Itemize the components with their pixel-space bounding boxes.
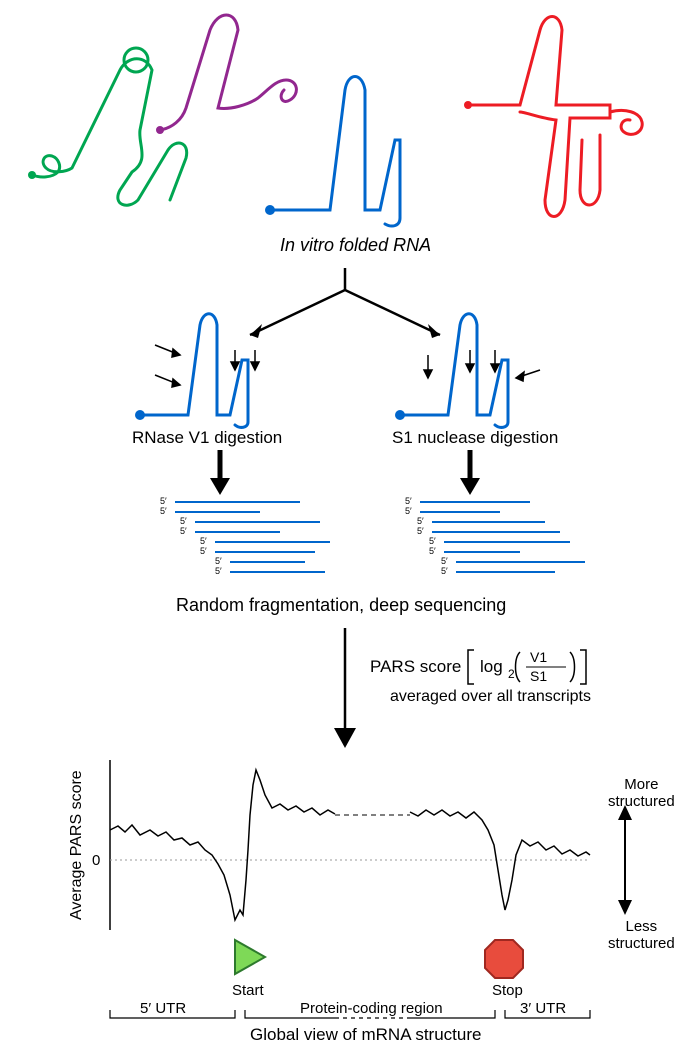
start-label: Start — [232, 982, 264, 999]
big-arrow-to-chart — [334, 628, 356, 748]
three-utr-label: 3′ UTR — [520, 1000, 566, 1017]
five-prime-l8: 5′ — [215, 566, 222, 576]
start-marker — [235, 940, 265, 974]
main-canvas: PARS score log 2 V1 S1 — [0, 0, 691, 1050]
svg-text:2: 2 — [508, 667, 515, 681]
five-utr-label: 5′ UTR — [140, 1000, 186, 1017]
less-structured-label: Less structured — [608, 918, 675, 952]
s1-arrows — [424, 350, 540, 381]
rna-purple — [156, 15, 296, 134]
five-prime-r1: 5′ — [405, 496, 412, 506]
pars-chart — [110, 760, 590, 1018]
down-arrow-right — [460, 450, 480, 495]
more-structured-label: More structured — [608, 776, 675, 810]
stop-marker — [485, 940, 523, 978]
five-prime-r7: 5′ — [441, 556, 448, 566]
global-view-label: Global view of mRNA structure — [250, 1025, 481, 1045]
s1-nuclease-label: S1 nuclease digestion — [392, 428, 558, 448]
five-prime-l7: 5′ — [215, 556, 222, 566]
v1-arrows — [155, 345, 259, 387]
in-vitro-text: In vitro folded RNA — [280, 235, 431, 255]
stop-label: Stop — [492, 982, 523, 999]
five-prime-r5: 5′ — [429, 536, 436, 546]
pars-text: PARS score — [370, 657, 461, 676]
down-arrow-left — [210, 450, 230, 495]
five-prime-r8: 5′ — [441, 566, 448, 576]
fork-arrow — [250, 268, 440, 338]
rna-blue-main — [265, 77, 400, 227]
svg-text:V1: V1 — [530, 649, 547, 665]
fragments-left — [175, 502, 330, 572]
zero-label: 0 — [92, 852, 100, 869]
structure-arrow — [618, 805, 632, 915]
five-prime-l5: 5′ — [200, 536, 207, 546]
in-vitro-label: In vitro folded RNA — [280, 235, 431, 256]
rna-red — [464, 17, 642, 217]
svg-text:log: log — [480, 657, 503, 676]
rna-v1-digest — [135, 314, 248, 428]
five-prime-r3: 5′ — [417, 516, 424, 526]
five-prime-r2: 5′ — [405, 506, 412, 516]
rna-green — [28, 48, 187, 205]
rnase-v1-label: RNase V1 digestion — [132, 428, 282, 448]
svg-text:S1: S1 — [530, 668, 547, 684]
five-prime-l1: 5′ — [160, 496, 167, 506]
ylabel: Average PARS score — [68, 770, 86, 920]
random-frag-label: Random fragmentation, deep sequencing — [176, 595, 506, 616]
five-prime-r6: 5′ — [429, 546, 436, 556]
five-prime-r4: 5′ — [417, 526, 424, 536]
cds-label: Protein-coding region — [300, 1000, 443, 1017]
five-prime-l2: 5′ — [160, 506, 167, 516]
rna-s1-digest — [395, 314, 508, 428]
five-prime-l4: 5′ — [180, 526, 187, 536]
averaged-label: averaged over all transcripts — [390, 688, 591, 706]
five-prime-l6: 5′ — [200, 546, 207, 556]
formula: PARS score log 2 V1 S1 — [370, 649, 586, 684]
five-prime-l3: 5′ — [180, 516, 187, 526]
